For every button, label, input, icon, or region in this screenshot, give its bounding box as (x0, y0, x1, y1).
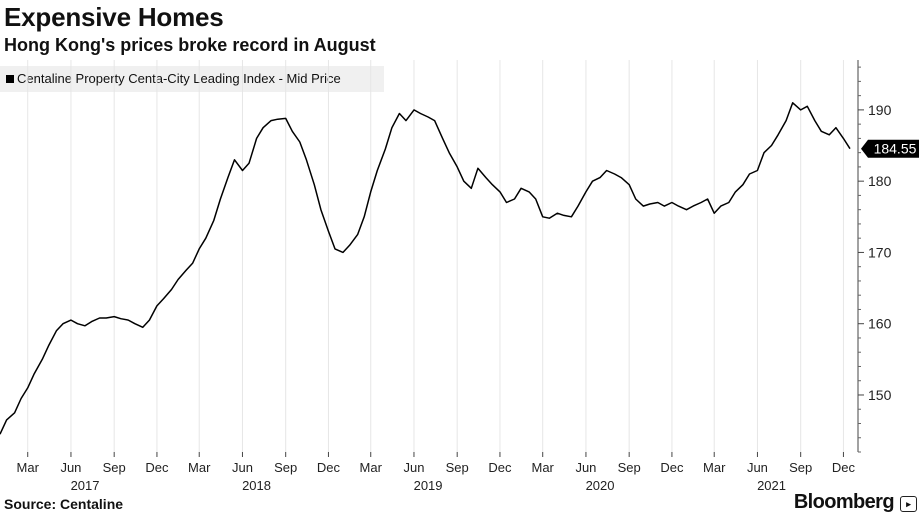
x-tick-label: Mar (532, 460, 555, 475)
y-tick-label: 150 (868, 387, 892, 403)
x-tick-label: Dec (145, 460, 169, 475)
x-tick-label: Mar (703, 460, 726, 475)
bloomberg-logo: Bloomberg (793, 491, 895, 513)
axes (27, 60, 864, 457)
series-line (0, 102, 851, 435)
chart-subtitle: Hong Kong's prices broke record in Augus… (4, 35, 376, 55)
x-tick-label: Mar (188, 460, 211, 475)
y-tick-label: 160 (868, 316, 892, 332)
chart-title: Expensive Homes (4, 2, 224, 32)
y-tick-label: 170 (868, 244, 892, 260)
x-tick-label: Sep (274, 460, 297, 475)
x-tick-label: Dec (832, 460, 856, 475)
x-year-label: 2018 (242, 478, 271, 493)
x-year-label: 2017 (71, 478, 100, 493)
x-tick-label: Jun (60, 460, 81, 475)
x-tick-label: Jun (747, 460, 768, 475)
x-tick-label: Jun (403, 460, 424, 475)
last-value-badge (861, 139, 919, 158)
x-tick-label: Sep (618, 460, 641, 475)
x-tick-label: Dec (488, 460, 512, 475)
x-tick-label: Jun (575, 460, 596, 475)
x-year-label: 2021 (757, 478, 786, 493)
series (0, 102, 851, 435)
x-tick-label: Dec (317, 460, 341, 475)
legend-swatch (6, 75, 14, 83)
x-tick-label: Sep (446, 460, 469, 475)
x-tick-label: Mar (17, 460, 40, 475)
x-year-label: 2019 (414, 478, 443, 493)
source-note: Source: Centaline (4, 496, 124, 512)
x-tick-label: Sep (789, 460, 812, 475)
tick-labels: Mar Jun Sep Dec Mar Jun Sep Dec Mar Jun Sep Dec Mar J… (17, 102, 892, 493)
y-tick-label: 180 (868, 173, 892, 189)
legend-label: Centaline Property Centa-City Leading In… (17, 71, 341, 86)
legend: Centaline Property Centa-City Leading In… (0, 66, 384, 92)
y-tick-label: 190 (868, 102, 892, 118)
x-tick-label: Dec (660, 460, 684, 475)
grid-lines (27, 60, 844, 452)
x-tick-label: Sep (103, 460, 126, 475)
terminal-icon: ▸ (900, 496, 917, 512)
x-tick-label: Mar (360, 460, 383, 475)
last-value-label: 184.55 (874, 141, 917, 157)
x-tick-label: Jun (232, 460, 253, 475)
last-value-marker: 184.55 (861, 139, 919, 158)
x-year-label: 2020 (586, 478, 615, 493)
